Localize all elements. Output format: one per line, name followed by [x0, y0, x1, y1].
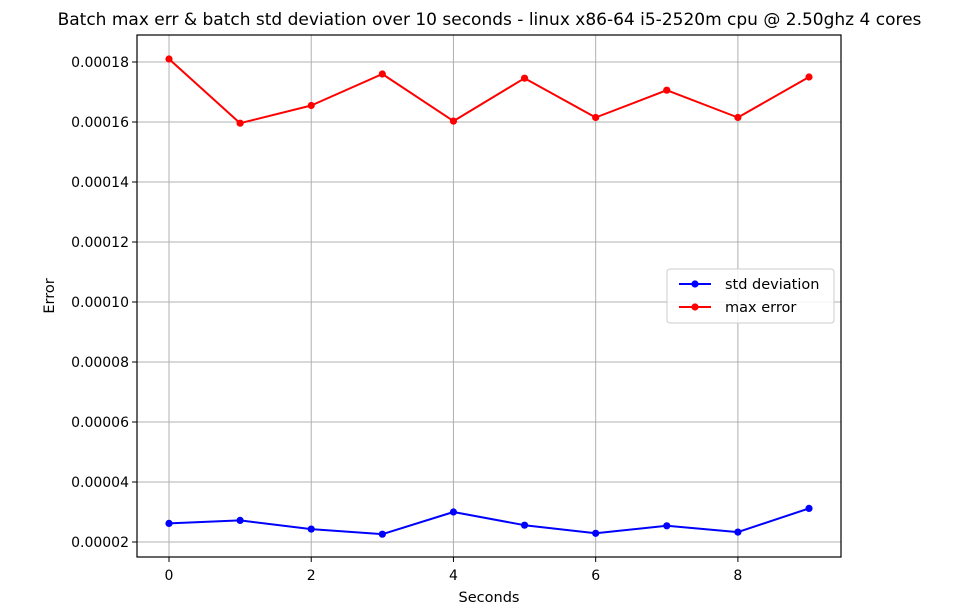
y-axis-label: Error — [42, 278, 58, 313]
data-point-std-deviation — [236, 516, 244, 525]
data-point-max-error — [663, 86, 671, 94]
grid-lines — [137, 35, 841, 557]
legend-box — [666, 268, 835, 324]
data-point-std-deviation — [592, 529, 600, 537]
x-tick-label: 0 — [165, 568, 174, 584]
chart-title: Batch max err & batch std deviation over… — [58, 10, 922, 30]
y-tick-label: 0.00010 — [71, 295, 129, 311]
series-line-std-deviation — [168, 507, 810, 536]
data-point-max-error — [236, 119, 244, 127]
series-layer — [165, 55, 813, 538]
y-tick-label: 0.00018 — [71, 55, 129, 71]
data-point-std-deviation — [520, 521, 529, 529]
x-axis-ticks: 0 2 4 6 8 — [165, 557, 742, 584]
y-tick-label: 0.00014 — [71, 175, 129, 191]
x-axis-label: Seconds — [459, 590, 520, 606]
data-point-max-error — [592, 113, 600, 122]
y-tick-label: 0.00008 — [71, 355, 129, 371]
data-point-std-deviation — [663, 522, 671, 530]
x-tick-label: 4 — [449, 568, 458, 584]
data-point-max-error — [734, 113, 742, 122]
data-point-max-error — [307, 101, 315, 110]
data-point-std-deviation — [805, 504, 813, 512]
legend-marker-std-deviation — [691, 280, 699, 288]
y-tick-label: 0.00002 — [71, 535, 129, 551]
y-axis-ticks: 0.00002 0.00004 0.00006 0.00008 0.00010 0.000… — [71, 55, 137, 551]
data-point-std-deviation — [734, 528, 742, 536]
y-tick-label: 0.00012 — [71, 235, 129, 251]
data-point-max-error — [520, 74, 529, 82]
series-line-max-error — [168, 58, 810, 125]
legend-marker-max-error — [691, 303, 699, 311]
x-tick-label: 6 — [591, 568, 600, 584]
data-point-max-error — [165, 55, 173, 63]
series-std-deviation — [165, 504, 813, 538]
data-point-std-deviation — [378, 530, 386, 538]
data-point-max-error — [805, 73, 813, 81]
y-tick-label: 0.00004 — [71, 475, 129, 491]
data-point-std-deviation — [165, 519, 173, 528]
x-tick-label: 2 — [307, 568, 316, 584]
data-point-std-deviation — [449, 508, 458, 516]
series-max-error — [165, 55, 813, 127]
plot-frame — [136, 34, 842, 558]
y-tick-label: 0.00016 — [71, 115, 129, 131]
y-tick-label: 0.00006 — [71, 415, 129, 431]
legend-label-max-error: max error — [725, 300, 796, 316]
x-tick-label: 8 — [733, 568, 742, 584]
data-point-std-deviation — [307, 525, 315, 533]
data-point-max-error — [378, 70, 386, 78]
legend: std deviation max error — [666, 268, 835, 324]
data-point-max-error — [449, 117, 458, 125]
legend-label-std-deviation: std deviation — [725, 277, 819, 293]
